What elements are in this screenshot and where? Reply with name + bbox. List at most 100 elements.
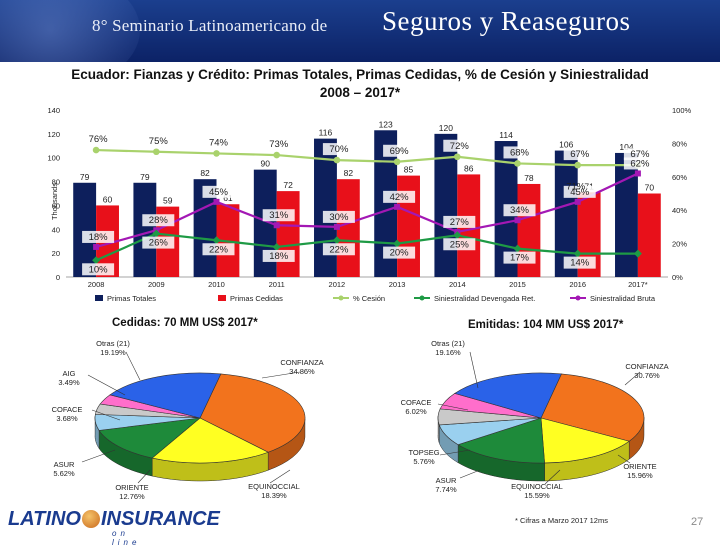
siniestralidad-bruta-data-label: 27% [450,217,470,228]
bar-label-primas-cedidas: 86 [464,163,474,173]
x-tick-label: 2012 [329,280,346,289]
siniestralidad-bruta-label-bg [383,190,416,203]
cesion-label-bg [202,136,235,149]
siniestralidad-dev-ret-data-label: 18% [269,251,289,262]
siniestralidad-dev-ret-marker [92,256,101,265]
y2-tick-label: 80% [672,139,687,148]
pie-left-slice-side-shade [99,430,153,477]
pie-left-slice [98,417,201,459]
pie-right-slice [457,417,545,464]
pie-right-slice-side-shade [458,444,545,481]
pie-right-slice [540,417,630,464]
bar-label-primas-cedidas: 78 [524,173,534,183]
banner-title: Seguros y Reaseguros [382,6,631,36]
pie-leader-line [91,409,121,421]
bar-label-primas-totales: 104 [619,142,633,152]
pie-leader-line [439,449,471,456]
bar-label-primas-cedidas: 61 [223,193,233,203]
pie-left-slice-side-shade [268,419,305,471]
siniestralidad-bruta-label-bg [623,157,656,170]
banner-subtitle: 8° Seminario Latinoamericano de [92,16,328,35]
cesion-label-bg [563,148,596,161]
legend-label: Siniestralidad Devengada Ret. [434,294,535,303]
extra-data-label: 71% [566,181,586,192]
pie-left-label-confianza: CONFIANZA 34.86% [280,358,324,376]
pie-left-title: Cedidas: 70 MM US$ 2017* [112,317,258,329]
bar-label-primas-totales: 82 [200,168,210,178]
logo-subtext: on line [112,529,141,547]
legend-label: Siniestralidad Bruta [590,294,656,303]
siniestralidad-dev-ret-data-label: 22% [329,244,349,255]
pie-right-label-confianza: CONFIANZA 30.76% [625,362,669,380]
cesion-data-label: 68% [510,147,530,158]
cesion-data-label: 67% [570,149,590,160]
bar-label-primas-totales: 114 [499,130,513,140]
bar-primas-totales [554,150,578,277]
pie-right-label-coface: COFACE 6.02% [400,398,432,416]
page-number: 27 [691,516,704,528]
siniestralidad-dev-ret-label-bg [503,251,536,264]
pie-left-label-otras: Otras (21) 19.19% [96,339,130,357]
cesion-data-label: 72% [450,141,470,152]
siniestralidad-bruta-marker [574,198,581,205]
x-tick-label: 2011 [269,280,285,289]
cesion-label-bg [443,139,476,152]
legend-label: Primas Cedidas [230,294,283,303]
siniestralidad-bruta-data-label: 45% [570,187,590,198]
siniestralidad-dev-ret-data-label: 14% [570,258,590,269]
y-tick-label: 60 [52,201,60,210]
y-tick-label: 80 [52,178,60,187]
chart-title: Ecuador: Fianzas y Crédito: Primas Total… [0,66,720,102]
y2-tick-label: 0% [672,273,683,282]
bar-label-primas-cedidas: 70 [645,183,655,193]
pie-leader-line [624,371,641,386]
siniestralidad-bruta-data-label: 34% [510,205,530,216]
siniestralidad-dev-ret-label-bg [322,243,355,256]
legend-label: % Cesión [353,294,385,303]
siniestralidad-bruta-data-label: 18% [89,232,109,243]
legend-swatch [95,295,103,301]
logo-text-latino: LATINO [8,508,81,530]
siniestralidad-dev-ret-data-label: 10% [89,264,109,275]
siniestralidad-dev-ret-data-label: 17% [510,253,530,264]
x-tick-label: 2017* [628,280,648,289]
siniestralidad-bruta-label-bg [503,204,536,217]
header-banner: 8° Seminario Latinoamericano de Seguros … [0,0,720,62]
y2-tick-label: 40% [672,206,687,215]
siniestralidad-dev-ret-label-bg [142,236,175,249]
y-tick-label: 0 [56,273,60,282]
cesion-label-bg [142,134,175,147]
siniestralidad-bruta-data-label: 31% [269,210,289,221]
x-tick-label: 2015 [509,280,526,289]
pie-leader-line [137,469,151,484]
cesion-data-label: 76% [89,134,109,145]
pie-leader-line [437,403,469,411]
siniestralidad-dev-ret-label-bg [262,249,295,262]
cesion-data-label: 73% [269,139,289,150]
siniestralidad-dev-ret-line [95,232,638,262]
siniestralidad-bruta-marker [213,198,220,205]
siniestralidad-bruta-marker [93,243,100,250]
bar-primas-totales [133,182,157,277]
x-tick-label: 2014 [449,280,466,289]
siniestralidad-bruta-label-bg [202,185,235,198]
bar-primas-totales [434,133,458,277]
pie-right-slice [540,373,645,442]
siniestralidad-dev-ret-label-bg [383,246,416,259]
pie-left-slice [151,417,269,464]
bar-label-primas-totales: 90 [261,159,271,169]
y-tick-label: 20 [52,249,60,258]
siniestralidad-bruta-marker [634,170,641,177]
siniestralidad-bruta-label-bg [563,185,596,198]
cesion-marker [333,156,341,164]
bar-primas-totales [374,130,398,277]
bar-label-primas-cedidas: 85 [404,165,414,175]
cesion-line [96,148,638,167]
cesion-marker [454,153,461,161]
siniestralidad-dev-ret-label-bg [563,256,596,269]
pie-leader-line [469,351,479,389]
siniestralidad-bruta-label-bg [82,230,115,243]
siniestralidad-dev-ret-marker [633,249,642,258]
siniestralidad-bruta-data-label: 42% [390,192,410,203]
